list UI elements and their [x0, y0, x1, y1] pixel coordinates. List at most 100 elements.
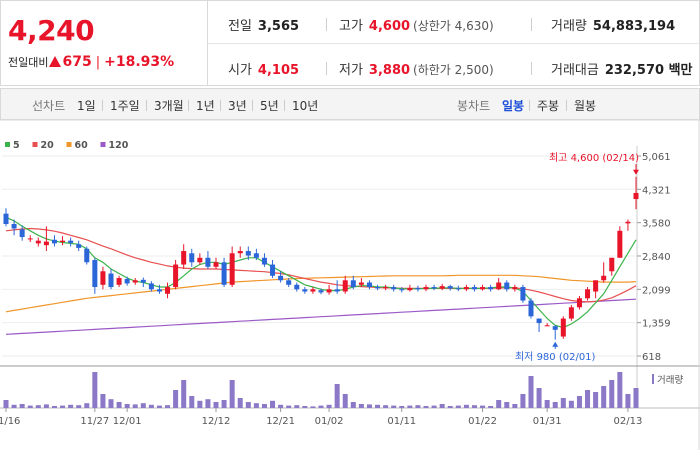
candle-weekly-button[interactable]: 주봉 [537, 99, 560, 113]
volume-bar [593, 392, 599, 408]
candle-body [568, 307, 574, 319]
ma20-line [5, 227, 637, 303]
volume-bar [350, 402, 356, 408]
volume-bar [318, 405, 324, 408]
quote-header: 4,240 전일대비 675 | +18.93% 전일 3,565 고가 4,600 (상한… [0, 0, 700, 86]
candle-body [375, 287, 381, 289]
candle-body [84, 248, 90, 263]
chart-legend: 5 20 60 120 [5, 140, 129, 151]
volume-bar [11, 404, 17, 408]
candle-body [585, 289, 591, 299]
chart-canvas: 5 20 60 120 5,061 4,321 3,580 2,840 2,099 1,359 6… [0, 119, 700, 450]
candle-body [471, 287, 477, 290]
range-1d-button[interactable]: 1일 [77, 99, 96, 113]
y-axis: 5,061 4,321 3,580 2,840 2,099 1,359 618 [637, 152, 671, 363]
volume-bar [601, 386, 607, 408]
volume-bar [51, 406, 57, 408]
volume-bar [237, 398, 243, 408]
volume-bar [496, 400, 502, 408]
candle-body [447, 286, 453, 289]
candle-body [51, 239, 57, 244]
volume-bar [609, 380, 615, 408]
volume-bar [326, 404, 332, 408]
candle-body [415, 287, 421, 290]
volume-bar [383, 405, 389, 408]
candle-body [116, 278, 122, 285]
stat-prev-close: 전일 3,565 [228, 15, 299, 34]
range-10y-button[interactable]: 10년 [292, 99, 319, 113]
volume-legend-label: 거래량 [657, 374, 683, 386]
volume-bar [189, 396, 195, 408]
candle-body [156, 289, 162, 292]
divider [566, 100, 567, 111]
volume-bar [480, 405, 486, 408]
candle-daily-button[interactable]: 일봉 [502, 99, 525, 113]
volume-bar [286, 405, 292, 408]
range-1y-button[interactable]: 1년 [196, 99, 215, 113]
volume-bar [512, 404, 518, 408]
y-tick-label: 4,321 [642, 185, 671, 196]
ma60-line [5, 274, 637, 313]
volume-bar [423, 406, 429, 408]
candle-body [205, 257, 211, 267]
legend-label: 20 [41, 140, 55, 151]
candle-body [270, 264, 276, 276]
volume-bar [270, 400, 276, 408]
candle-body [261, 257, 267, 265]
legend-label: 5 [13, 140, 20, 151]
current-price: 4,240 [8, 14, 95, 47]
candle-body [189, 253, 195, 263]
range-3m-button[interactable]: 3개월 [154, 99, 184, 113]
quote-stats: 전일 3,565 고가 4,600 (상한가 4,630) 거래량 54,883,194… [208, 1, 699, 85]
candle-body [488, 287, 494, 290]
candle-body [229, 253, 235, 285]
x-tick-label: 11/27 [80, 416, 109, 427]
candle-body [294, 284, 300, 290]
stat-upper-limit: (상한가 4,630) [413, 19, 494, 33]
volume-bar [544, 400, 550, 408]
range-3y-button[interactable]: 3년 [228, 99, 247, 113]
volume-bar [399, 406, 405, 408]
candle-body [68, 240, 74, 243]
candle-body [92, 260, 98, 288]
range-1w-button[interactable]: 1주일 [110, 99, 140, 113]
chart-toolbar: 선차트 1일 1주일 3개월 1년 3년 5년 10년 봉차트 일봉 주봉 월봉 [0, 88, 700, 120]
candle-body [108, 273, 114, 288]
volume-bar [520, 394, 526, 408]
volume-bar [197, 400, 203, 408]
stat-high: 고가 4,600 (상한가 4,630) [339, 15, 494, 34]
volume-bar [463, 404, 469, 408]
volume-bar [140, 403, 146, 408]
volume-bar [488, 406, 494, 408]
candle-body [431, 287, 437, 289]
volume-bar [173, 390, 179, 408]
divider [326, 62, 327, 75]
volume-bar [181, 380, 187, 408]
divider [529, 100, 530, 111]
stat-label: 고가 [339, 19, 363, 34]
candle-body [221, 262, 227, 285]
high-arrow-head [633, 169, 639, 175]
candle-body [383, 287, 389, 289]
candle-body [423, 287, 429, 290]
stat-volume: 거래량 54,883,194 [551, 15, 675, 34]
candle-body [197, 257, 203, 263]
candle-body [576, 298, 582, 308]
range-5y-button[interactable]: 5년 [260, 99, 279, 113]
volume-bar [455, 405, 461, 408]
volume-bar [560, 398, 566, 408]
candle-body [504, 282, 510, 290]
volume-bar [447, 406, 453, 408]
candle-monthly-button[interactable]: 월봉 [574, 99, 597, 113]
y-tick-label: 2,840 [642, 252, 671, 263]
stat-open: 시가 4,105 [228, 59, 299, 78]
volume-bar [245, 402, 251, 408]
divider [188, 100, 189, 111]
candle-body [552, 326, 558, 330]
candle-body [100, 271, 106, 285]
candle-body [480, 287, 486, 290]
volume-bar [60, 405, 66, 408]
candle-body [439, 286, 445, 289]
candle-body [302, 289, 308, 292]
candle-body [132, 280, 138, 283]
